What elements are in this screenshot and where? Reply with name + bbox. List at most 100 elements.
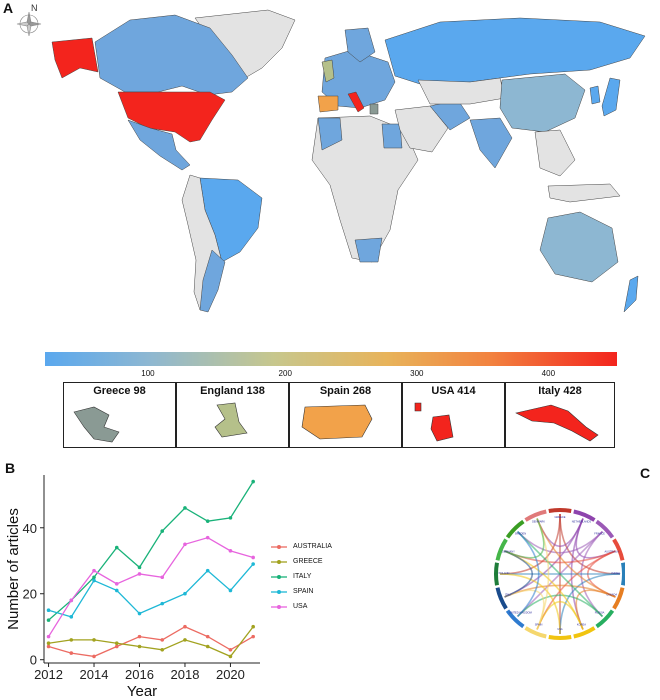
color-scale-tick: 200: [278, 369, 292, 378]
x-axis-title: Year: [127, 683, 157, 700]
legend-item: SPAIN: [271, 584, 332, 599]
country-inset-title: USA 414: [431, 385, 476, 397]
series-line-greece: [48, 626, 254, 658]
color-scale-bar: [45, 352, 617, 366]
map-japan: [601, 77, 621, 117]
map-spain: [317, 95, 339, 113]
data-point: [114, 545, 119, 550]
data-point: [160, 648, 165, 652]
map-china: [499, 73, 586, 133]
chord-arc: [548, 635, 572, 640]
data-point: [114, 588, 119, 593]
map-australia: [539, 211, 619, 283]
legend-label: AUSTRALIA: [293, 543, 332, 550]
color-scale-tick: 100: [141, 369, 155, 378]
data-point: [46, 618, 51, 622]
chord-label: UNITED KINGDOM: [509, 611, 532, 615]
x-tick-label: 2012: [34, 667, 63, 682]
chord-label: CANADA: [606, 592, 617, 596]
data-point: [228, 516, 233, 520]
chord-label: ISRAEL: [611, 571, 621, 575]
data-point: [251, 555, 255, 560]
compass-north-label: N: [31, 3, 38, 13]
map-north-africa-1: [317, 117, 343, 151]
chord-label: FRANCE: [594, 531, 605, 535]
chord-label: POLAND: [499, 571, 510, 575]
chord-arc: [505, 609, 525, 629]
data-point: [137, 565, 142, 570]
panel-label-b: B: [5, 460, 16, 476]
x-tick-label: 2016: [125, 667, 154, 682]
chord-diagram: GREECE NETHERLANDS FRANCE AUSTRALIA ISRAEL CA…: [494, 508, 625, 640]
data-point: [160, 601, 165, 606]
country-inset-shape: [214, 402, 248, 438]
data-point: [205, 535, 210, 540]
country-inset: USA 414: [402, 382, 505, 448]
data-point: [137, 611, 142, 616]
legend-label: SPAIN: [293, 588, 314, 595]
chord-arc: [494, 562, 499, 586]
legend-label: GREECE: [293, 558, 323, 565]
data-point: [69, 598, 74, 603]
chord-arc: [595, 519, 615, 539]
color-scale-tick: 300: [410, 369, 424, 378]
data-point: [205, 568, 210, 573]
data-point: [183, 624, 187, 629]
chord-arc: [612, 587, 625, 610]
data-point: [160, 575, 165, 580]
country-inset-shape: [414, 402, 454, 442]
country-inset: Spain 268: [289, 382, 402, 448]
chord-arc: [495, 538, 508, 561]
chord-label: GERMANY: [502, 550, 515, 554]
chord-link: [536, 518, 616, 598]
series-line-australia: [48, 625, 254, 658]
map-south-africa: [354, 237, 383, 263]
data-point: [183, 506, 187, 510]
legend-item: AUSTRALIA: [271, 539, 332, 554]
map-korea: [589, 85, 601, 105]
data-point: [137, 634, 142, 639]
data-point: [205, 634, 210, 639]
chord-arc: [524, 509, 547, 522]
data-point: [69, 638, 74, 642]
chord-arc: [548, 508, 572, 513]
map-scandinavia: [344, 27, 376, 63]
line-chart: 2012 2014 2016 2018 2020 0 20 40 Year Number of a…: [5, 475, 260, 700]
data-point: [92, 654, 96, 659]
legend-item: USA: [271, 599, 332, 614]
country-inset: Italy 428: [505, 382, 615, 448]
map-alaska: [51, 37, 99, 79]
chord-arc: [573, 509, 596, 522]
x-tick-label: 2014: [80, 667, 109, 682]
data-point: [137, 644, 142, 649]
data-point: [114, 641, 119, 646]
data-point: [69, 651, 74, 655]
y-axis-title: Number of articles: [5, 508, 22, 630]
data-point: [92, 568, 96, 573]
data-point: [205, 519, 210, 523]
country-inset-title: Spain 268: [319, 385, 372, 397]
chord-label: SPAIN: [535, 623, 543, 627]
country-inset-title: Italy 428: [538, 385, 582, 397]
data-point: [228, 588, 233, 593]
data-point: [92, 575, 96, 580]
map-uk: [321, 59, 335, 83]
data-point: [183, 638, 187, 642]
chord-arc: [573, 626, 596, 639]
country-inset: England 138: [176, 382, 289, 448]
series-line-italy: [48, 481, 254, 621]
country-inset-shape: [73, 406, 120, 443]
world-map: [51, 9, 646, 313]
chord-label: GREECE: [555, 515, 566, 519]
legend-item: ITALY: [271, 569, 332, 584]
chord-arc: [621, 562, 625, 586]
series-line-usa: [47, 536, 254, 637]
data-point: [228, 549, 233, 553]
chord-arc: [524, 626, 547, 639]
map-greece: [369, 103, 379, 115]
color-scale-tick: 400: [541, 369, 556, 378]
data-point: [92, 578, 96, 583]
chord-arc: [612, 538, 625, 561]
data-point: [92, 638, 96, 642]
panel-label-c: C: [640, 465, 651, 481]
